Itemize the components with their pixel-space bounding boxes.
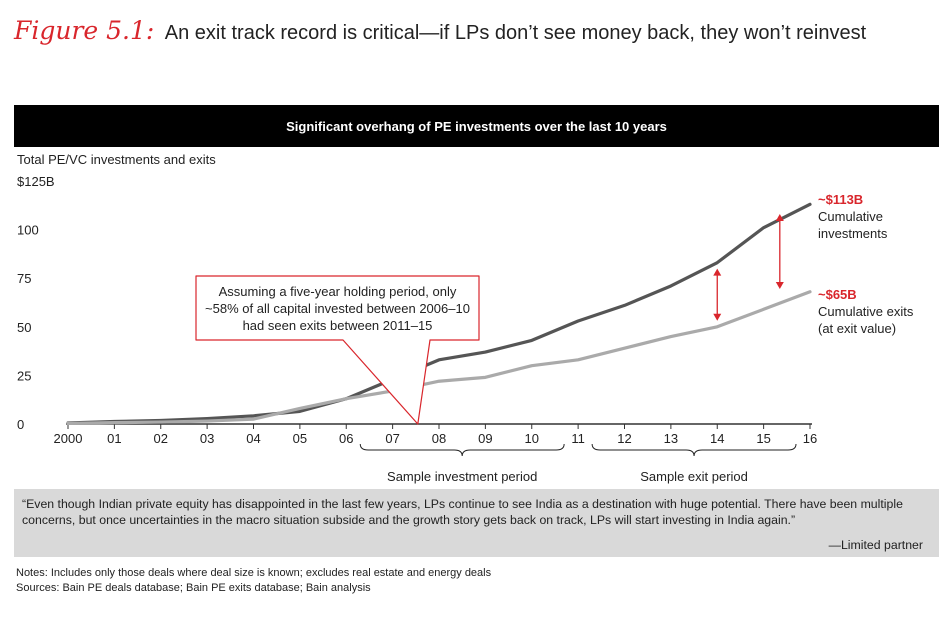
quote-text: “Even though Indian private equity has d… bbox=[22, 497, 903, 527]
x-tick-label: 13 bbox=[664, 431, 678, 446]
x-tick-label: 07 bbox=[385, 431, 399, 446]
investments-end-label-line1: Cumulative bbox=[818, 209, 883, 224]
x-tick-label: 01 bbox=[107, 431, 121, 446]
exit-period-label: Sample exit period bbox=[640, 469, 748, 484]
exits-line bbox=[66, 290, 812, 426]
quote-attribution: —Limited partner bbox=[828, 538, 923, 552]
x-tick-label: 08 bbox=[432, 431, 446, 446]
callout-box bbox=[195, 275, 480, 425]
y-tick-label: 50 bbox=[17, 320, 31, 335]
x-tick-label: 10 bbox=[525, 431, 539, 446]
x-tick-label: 06 bbox=[339, 431, 353, 446]
x-tick-label: 03 bbox=[200, 431, 214, 446]
x-tick-label: 12 bbox=[617, 431, 631, 446]
notes-text: Notes: Includes only those deals where d… bbox=[16, 567, 492, 579]
x-tick-label: 04 bbox=[246, 431, 260, 446]
x-tick-label: 16 bbox=[803, 431, 817, 446]
gap-arrow-2014-head-bottom bbox=[713, 313, 722, 321]
callout-text-line: had seen exits between 2011–15 bbox=[243, 318, 433, 333]
x-tick-label: 15 bbox=[756, 431, 770, 446]
gap-arrow-2014-head-top bbox=[713, 268, 722, 276]
y-tick-label: $125B bbox=[17, 174, 55, 189]
investments-end-value: ~$113B bbox=[818, 192, 863, 207]
quote-box: “Even though Indian private equity has d… bbox=[14, 489, 939, 557]
exits-end-label-line2: (at exit value) bbox=[818, 321, 896, 336]
figure-title: An exit track record is critical—if LPs … bbox=[164, 22, 867, 44]
y-tick-label: 100 bbox=[17, 223, 39, 238]
chart-banner: Significant overhang of PE investments o… bbox=[14, 105, 939, 147]
gap-arrow-2016-head-bottom bbox=[775, 282, 784, 289]
exits-end-label-line1: Cumulative exits bbox=[818, 304, 914, 319]
notes-section: Notes: Includes only those deals where d… bbox=[16, 566, 491, 596]
callout-text-line: Assuming a five-year holding period, onl… bbox=[219, 284, 457, 299]
exit-period-bracket bbox=[591, 443, 797, 457]
y-tick-label: 25 bbox=[17, 368, 31, 383]
y-axis-title: Total PE/VC investments and exits bbox=[17, 152, 216, 167]
x-tick-label: 11 bbox=[571, 431, 585, 446]
callout-text-line: ~58% of all capital invested between 200… bbox=[205, 301, 470, 316]
x-tick-label: 2000 bbox=[54, 431, 83, 446]
exits-end-value: ~$65B bbox=[818, 287, 857, 302]
gap-arrow-2016-head-top bbox=[775, 214, 784, 221]
y-tick-label: 0 bbox=[17, 417, 24, 432]
investment-period-label: Sample investment period bbox=[387, 469, 537, 484]
y-tick-label: 75 bbox=[17, 271, 31, 286]
x-tick-label: 05 bbox=[293, 431, 307, 446]
x-tick-label: 09 bbox=[478, 431, 492, 446]
figure-title-row: Figure 5.1: An exit track record is crit… bbox=[14, 16, 866, 50]
figure-label: Figure 5.1: bbox=[14, 16, 155, 45]
x-tick-label: 02 bbox=[154, 431, 168, 446]
investment-period-bracket bbox=[359, 443, 565, 457]
investments-line bbox=[66, 202, 812, 425]
sources-text: Sources: Bain PE deals database; Bain PE… bbox=[16, 582, 371, 594]
x-tick-label: 14 bbox=[710, 431, 724, 446]
investments-end-label-line2: investments bbox=[818, 226, 888, 241]
